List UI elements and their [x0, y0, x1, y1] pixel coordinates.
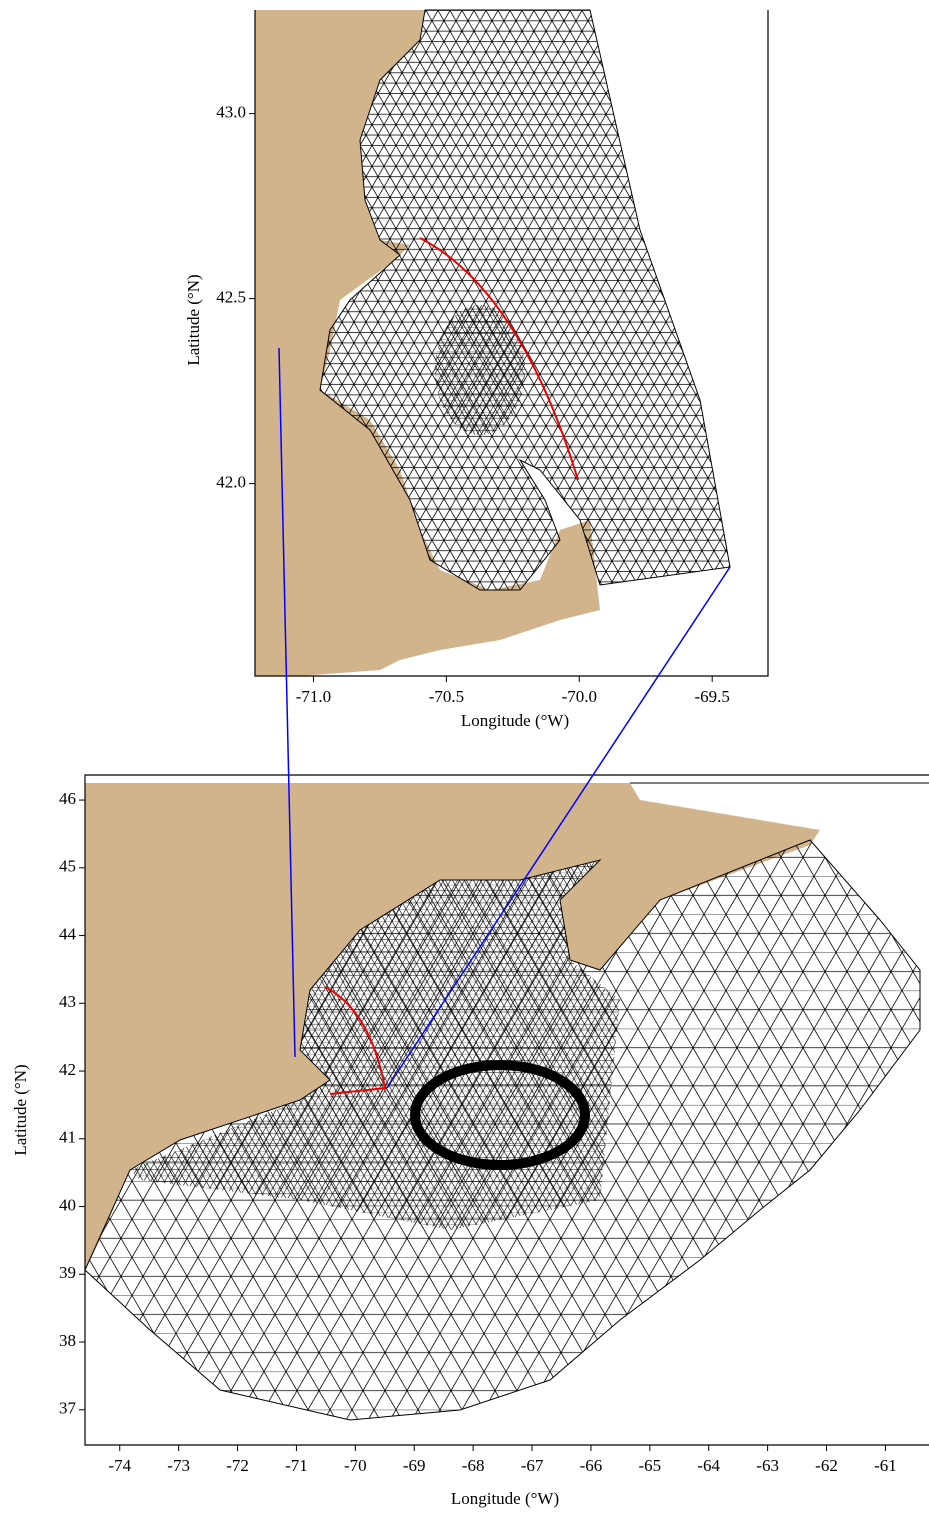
x-tick-label: -62	[815, 1456, 838, 1475]
y-tick-label: 46	[59, 789, 76, 808]
y-tick-label: 44	[59, 924, 77, 943]
y-tick-label: 42.5	[216, 288, 246, 307]
x-tick-label: -71.0	[296, 687, 331, 706]
x-tick-label: -72	[226, 1456, 249, 1475]
x-tick-label: -68	[462, 1456, 485, 1475]
bottom-panel	[85, 775, 929, 1445]
x-tick-label: -67	[521, 1456, 544, 1475]
x-tick-label: -73	[167, 1456, 190, 1475]
x-tick-label: -70.5	[429, 687, 464, 706]
dense-mesh	[435, 305, 525, 435]
x-tick-label: -69	[403, 1456, 426, 1475]
x-tick-label: -70.0	[562, 687, 597, 706]
x-tick-label: -70	[344, 1456, 367, 1475]
x-tick-label: -64	[697, 1456, 720, 1475]
x-tick-label: -69.5	[694, 687, 729, 706]
x-tick-label: -66	[580, 1456, 603, 1475]
x-tick-label: -63	[756, 1456, 779, 1475]
x-axis-label: Longitude (°W)	[451, 1489, 559, 1508]
y-tick-label: 45	[59, 857, 76, 876]
x-tick-label: -61	[874, 1456, 897, 1475]
y-axis-label: Latitude (°N)	[11, 1064, 30, 1155]
top-panel	[255, 10, 768, 676]
y-tick-label: 39	[59, 1263, 76, 1282]
y-tick-label: 37	[59, 1399, 77, 1418]
y-tick-label: 38	[59, 1331, 76, 1350]
x-axis-label: Longitude (°W)	[461, 711, 569, 730]
y-tick-label: 41	[59, 1128, 76, 1147]
figure: -71.0 -70.5 -70.0 -69.5 42.0 42.5 43.0 Longitud…	[0, 0, 929, 1516]
x-tick-label: -74	[108, 1456, 131, 1475]
y-tick-label: 42	[59, 1060, 76, 1079]
y-tick-label: 40	[59, 1195, 76, 1214]
x-tick-label: -65	[638, 1456, 661, 1475]
y-tick-label: 43	[59, 992, 76, 1011]
y-tick-label: 43.0	[216, 103, 246, 122]
y-tick-label: 42.0	[216, 473, 246, 492]
y-axis-label: Latitude (°N)	[184, 274, 203, 365]
x-tick-label: -71	[285, 1456, 308, 1475]
